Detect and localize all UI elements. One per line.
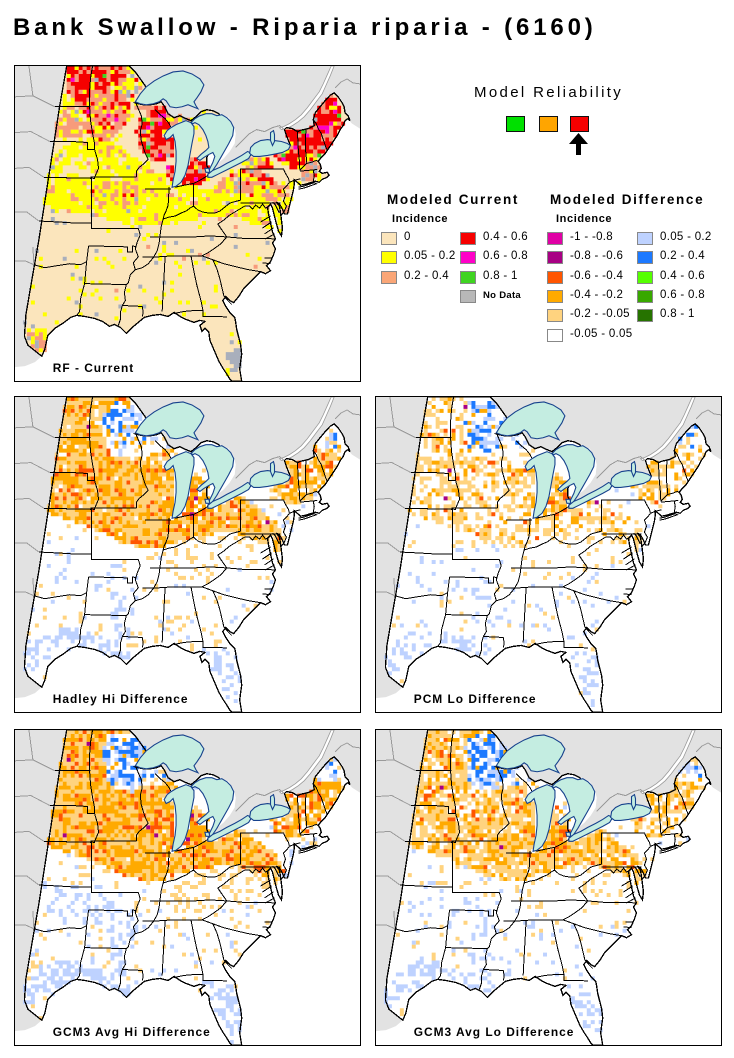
svg-text:Hadley Hi Difference: Hadley Hi Difference [53, 692, 189, 706]
svg-text:PCM Lo Difference: PCM Lo Difference [414, 692, 537, 706]
svg-text:GCM3 Avg Hi Difference: GCM3 Avg Hi Difference [53, 1025, 211, 1039]
svg-text:RF - Current: RF - Current [53, 361, 134, 375]
svg-text:GCM3 Avg Lo Difference: GCM3 Avg Lo Difference [414, 1025, 575, 1039]
